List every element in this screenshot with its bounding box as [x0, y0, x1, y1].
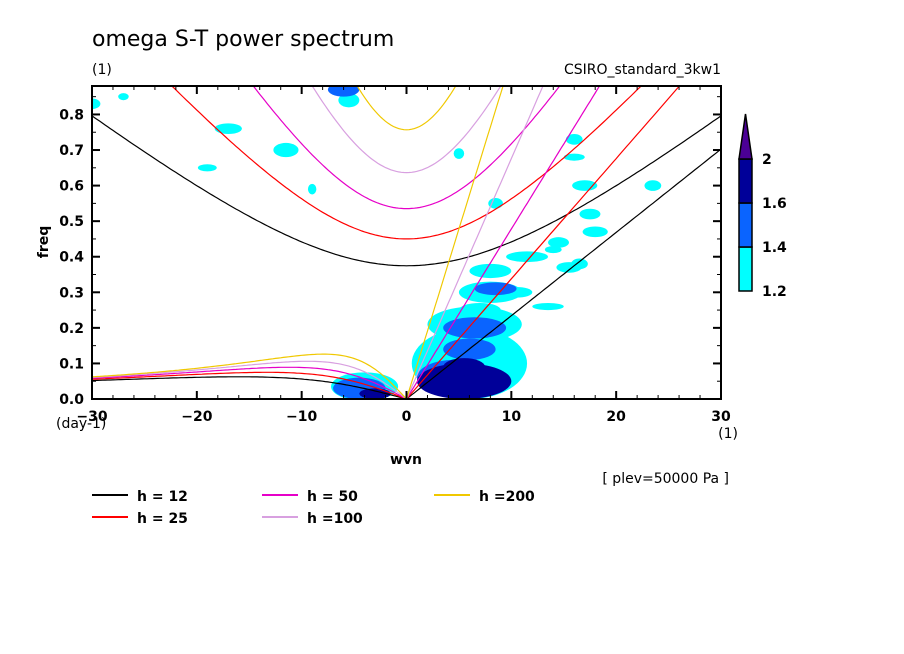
legend: h = 12 h = 25 h = 50 h =100 h =200: [92, 489, 535, 527]
power-contour-36: [359, 388, 391, 399]
y-tick-label: 0.2: [59, 321, 84, 337]
power-contour-35: [443, 358, 486, 376]
power-contour-12: [582, 226, 608, 238]
legend-label-3: h =100: [307, 511, 363, 527]
power-contour-27: [488, 198, 503, 209]
dispersion-curves: [92, 86, 721, 399]
y-tick-label: 0.6: [59, 179, 84, 195]
chart-subtitle-right: CSIRO_standard_3kw1: [564, 62, 721, 78]
x-tick-label: 0: [402, 409, 412, 425]
colorbar-label: 1.4: [762, 240, 787, 256]
legend-label-1: h = 25: [137, 511, 188, 527]
kelvin-curve-4: [405, 86, 504, 399]
y-tick-label: 0.3: [59, 285, 84, 301]
ig-curve-4: [356, 86, 457, 131]
y-tick-label: 0.1: [59, 356, 84, 372]
colorbar-label: 1.2: [762, 284, 787, 300]
power-contour-33: [327, 86, 360, 97]
x-axis-label: wvn: [390, 452, 422, 468]
power-contour-10: [579, 208, 601, 220]
kelvin-curve-3: [405, 86, 544, 399]
colorbar: 1.2 1.4 1.6 2: [738, 113, 787, 300]
ig-curve-1: [171, 86, 642, 240]
power-contour-20: [565, 134, 583, 145]
x-tick-label: 20: [606, 409, 626, 425]
chart-title: omega S-T power spectrum: [92, 27, 394, 52]
power-contours: [92, 86, 662, 399]
colorbar-extend-arrow: [738, 113, 753, 160]
power-contour-16: [571, 258, 588, 270]
power-contour-17: [532, 302, 564, 311]
colorbar-segment-1: [738, 202, 753, 248]
y-tick-label: 0.4: [59, 250, 84, 266]
er-curve-2: [92, 366, 407, 399]
colorbar-label: 2: [762, 152, 772, 168]
y-axis-label: freq: [36, 226, 52, 259]
plot-frame: [91, 85, 722, 400]
power-contour-13: [506, 251, 549, 263]
kelvin-curve-1: [406, 86, 681, 399]
power-contour-24: [118, 93, 129, 101]
y-unit-label: (day-1): [56, 416, 106, 432]
power-contour-30: [443, 317, 507, 339]
y-tick-label: 0.0: [59, 392, 84, 408]
power-contour-15: [548, 237, 569, 248]
x-unit-label: (1): [718, 426, 738, 442]
colorbar-segment-0: [738, 246, 753, 292]
power-contour-25: [307, 183, 317, 195]
legend-label-0: h = 12: [137, 489, 188, 505]
ig-curve-2: [252, 86, 561, 210]
power-contour-11: [544, 246, 562, 254]
power-contour-7: [273, 142, 299, 158]
colorbar-label: 1.6: [762, 196, 787, 212]
axis-ticks: −30 −20 −10 0 10 20 30 0.0 0.1 0.2 0.3 0.4 0.5 0.6 0.7…: [59, 86, 731, 425]
y-tick-label: 0.8: [59, 107, 84, 123]
power-contour-21: [644, 180, 662, 191]
y-tick-label: 0.7: [59, 143, 84, 159]
ig-curve-3: [311, 86, 502, 174]
x-tick-label: 10: [502, 409, 522, 425]
ig-curve-0: [92, 115, 721, 267]
x-tick-label: −20: [181, 409, 212, 425]
er-curve-4: [92, 353, 407, 399]
er-curve-1: [92, 371, 407, 399]
level-annotation: [ plev=50000 Pa ]: [602, 471, 729, 487]
power-contour-8: [214, 123, 242, 135]
power-contour-22: [197, 164, 217, 172]
power-contour-9: [563, 153, 585, 161]
chart-subtitle-left: (1): [92, 62, 112, 78]
power-contour-31: [474, 282, 517, 296]
legend-label-4: h =200: [479, 489, 535, 505]
er-curve-3: [92, 360, 407, 399]
power-contour-23: [92, 98, 101, 110]
y-tick-label: 0.5: [59, 214, 84, 230]
x-tick-label: 30: [711, 409, 731, 425]
kelvin-curve-0: [406, 148, 721, 399]
power-contour-19: [572, 180, 598, 191]
legend-label-2: h = 50: [307, 489, 358, 505]
er-curve-0: [92, 376, 407, 399]
power-contour-1: [469, 263, 512, 279]
colorbar-segment-2: [738, 158, 753, 204]
power-contour-26: [453, 148, 465, 159]
x-tick-label: −10: [286, 409, 317, 425]
x-tick-label: −30: [76, 409, 107, 425]
kelvin-curve-2: [405, 86, 601, 399]
